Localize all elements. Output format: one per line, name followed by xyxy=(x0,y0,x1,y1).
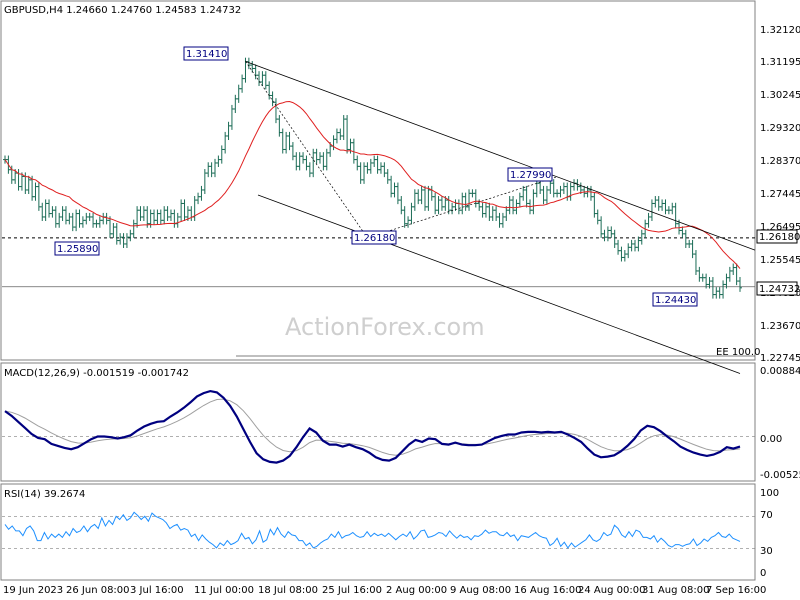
price-tick: 1.23670 xyxy=(760,321,800,332)
price-overlays xyxy=(4,61,756,374)
annotation-label: 1.26180 xyxy=(354,233,395,244)
level-text: 1.26180 xyxy=(759,232,800,243)
annotation-recent-low: 1.24430 xyxy=(652,292,698,307)
rsi-panel-frame xyxy=(0,483,756,581)
annotation-box xyxy=(351,230,397,245)
time-tick: 25 Jul 16:00 xyxy=(322,585,382,596)
moving-average-line xyxy=(4,100,741,269)
annotation-high: 1.31410 xyxy=(183,46,229,61)
time-tick: 11 Jul 00:00 xyxy=(194,585,254,596)
time-tick: 7 Sep 16:00 xyxy=(706,585,766,596)
level-box xyxy=(756,281,798,296)
time-tick: 9 Aug 08:00 xyxy=(450,585,511,596)
fib-label: EE 100.0 xyxy=(716,347,760,358)
rsi-tick: 70 xyxy=(760,510,773,521)
projection-line xyxy=(367,176,558,239)
price-tick: 1.25545 xyxy=(760,255,800,266)
time-tick: 16 Aug 16:00 xyxy=(514,585,581,596)
price-tick: 1.22745 xyxy=(760,353,800,364)
level-label-last: 1.24732 xyxy=(756,281,800,296)
annotation-low-left: 1.25890 xyxy=(54,241,100,256)
price-bars xyxy=(3,57,742,299)
time-tick: 19 Jun 2023 xyxy=(3,585,63,596)
channel-upper xyxy=(245,61,756,251)
time-tick: 2 Aug 00:00 xyxy=(386,585,447,596)
macd-panel-frame xyxy=(0,362,756,482)
macd-tick: 0.008846 xyxy=(760,366,800,377)
annotation-box xyxy=(652,292,698,307)
price-tick: 1.26495 xyxy=(760,222,800,233)
macd-signal-line xyxy=(4,398,741,456)
rsi-header: RSI(14) 39.2674 xyxy=(4,489,85,500)
time-tick: 18 Jul 08:00 xyxy=(258,585,318,596)
annotation-label: 1.31410 xyxy=(186,49,227,60)
price-tick: 1.28370 xyxy=(760,156,800,167)
rsi-tick: 0 xyxy=(760,568,766,579)
level-text: 1.24732 xyxy=(759,284,800,295)
annotation-box xyxy=(54,241,100,256)
watermark: ActionForex.com xyxy=(285,313,485,341)
time-tick: 24 Aug 00:00 xyxy=(578,585,645,596)
annotation-label: 1.27990 xyxy=(510,170,551,181)
price-tick: 1.27445 xyxy=(760,189,800,200)
level-label-support: 1.26180 xyxy=(756,229,800,244)
price-tick: 1.32120 xyxy=(760,25,800,36)
rsi-tick: 100 xyxy=(760,488,779,499)
price-tick: 1.31195 xyxy=(760,57,800,68)
channel-lower xyxy=(257,194,741,374)
annotation-label: 1.25890 xyxy=(57,244,98,255)
price-panel-frame xyxy=(0,0,756,361)
rsi-line xyxy=(4,511,741,549)
annotation-box xyxy=(507,167,553,182)
price-tick: 1.29320 xyxy=(760,123,800,134)
price-tick: 1.30245 xyxy=(760,90,800,101)
annotation-support: 1.26180 xyxy=(351,230,397,245)
rsi-tick: 30 xyxy=(760,546,773,557)
macd-tick: -0.005252 xyxy=(760,470,800,481)
time-tick: 26 Jun 08:00 xyxy=(66,585,130,596)
annotation-mid-high: 1.27990 xyxy=(507,167,553,182)
macd-tick: 0.00 xyxy=(760,434,782,445)
time-tick: 31 Aug 08:00 xyxy=(642,585,709,596)
annotation-box xyxy=(183,46,229,61)
annotation-label: 1.24430 xyxy=(655,295,696,306)
price-header: GBPUSD,H4 1.24660 1.24760 1.24583 1.2473… xyxy=(4,5,241,16)
time-tick: 3 Jul 16:00 xyxy=(130,585,184,596)
macd-lines xyxy=(2,389,755,464)
price-gridlines xyxy=(2,237,755,288)
macd-header: MACD(12,26,9) -0.001519 -0.001742 xyxy=(4,368,189,379)
time-axis: 19 Jun 2023 26 Jun 08:00 3 Jul 16:00 11 … xyxy=(3,585,766,596)
rsi-lines xyxy=(2,511,755,550)
level-box xyxy=(756,229,798,244)
price-axis: 1.32120 1.31195 1.30245 1.29320 1.28370 … xyxy=(760,25,800,364)
macd-line xyxy=(4,389,741,464)
